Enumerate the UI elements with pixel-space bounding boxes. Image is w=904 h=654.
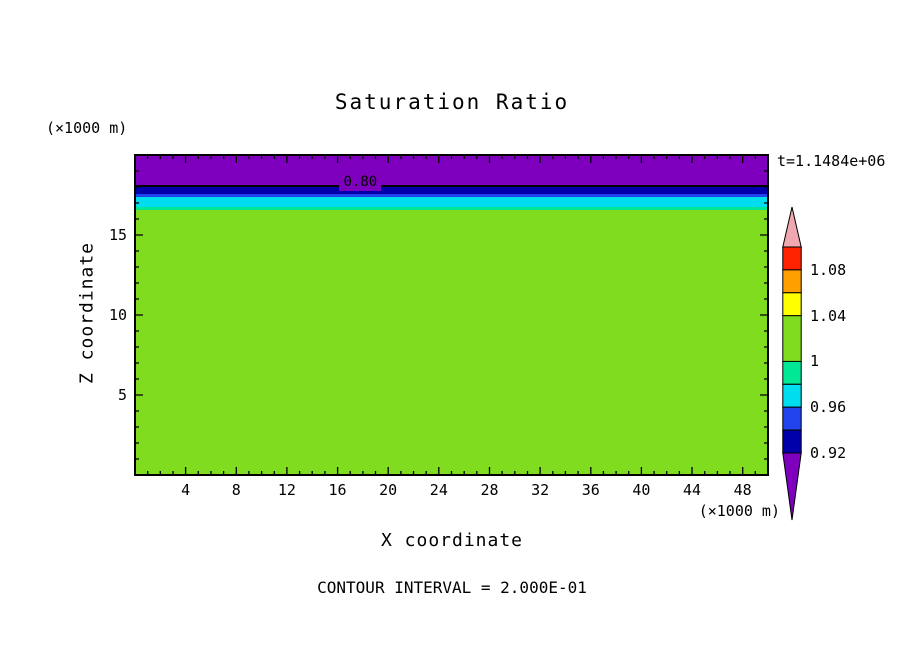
x-tick-label: 20	[379, 481, 398, 499]
x-tick-label: 12	[277, 481, 296, 499]
colorbar-segment	[782, 292, 802, 317]
x-tick-label: 44	[683, 481, 702, 499]
colorbar-tick-label: 1.04	[810, 306, 847, 325]
colorbar-segment	[782, 269, 802, 294]
x-tick-label: 16	[328, 481, 347, 499]
x-axis-title: X coordinate	[380, 530, 524, 551]
y-tick-label: 15	[108, 226, 127, 244]
contour-interval-label: CONTOUR INTERVAL = 2.000E-01	[317, 578, 587, 597]
colorbar-segment	[782, 383, 802, 408]
contour-line-label: 0.80	[339, 173, 382, 192]
colorbar-segment	[782, 429, 802, 454]
y-tick-label: 5	[117, 386, 127, 404]
plot-border	[134, 154, 769, 476]
x-tick-label: 8	[231, 481, 241, 499]
y-axis-units-label: (×1000 m)	[46, 119, 128, 137]
saturation-band	[135, 207, 768, 211]
saturation-band	[135, 155, 768, 187]
colorbar-tick-label: 1.08	[810, 260, 847, 279]
colorbar-tick-label: 0.92	[810, 444, 847, 462]
x-tick-label: 24	[429, 481, 448, 499]
colorbar-tick-label: 1	[810, 352, 820, 371]
x-tick-label: 28	[480, 481, 499, 499]
x-tick-label: 36	[581, 481, 600, 499]
colorbar-segment	[782, 315, 802, 362]
y-tick-label: 10	[108, 306, 127, 324]
colorbar-under-arrow	[782, 452, 802, 521]
x-tick-label: 48	[733, 481, 752, 499]
contour-line-0.80	[135, 185, 768, 188]
colorbar-segment	[782, 406, 802, 431]
x-axis-units-label: (×1000 m)	[698, 502, 780, 520]
saturation-band	[135, 194, 768, 198]
colorbar	[782, 206, 802, 521]
saturation-band	[135, 197, 768, 207]
saturation-band	[135, 210, 768, 475]
plot-area: 0.80	[135, 155, 768, 475]
colorbar-segment	[782, 360, 802, 385]
x-tick-label: 4	[181, 481, 191, 499]
colorbar-over-arrow	[782, 206, 802, 248]
axis-ticks	[135, 155, 768, 475]
x-tick-label: 32	[531, 481, 550, 499]
saturation-band	[135, 186, 768, 195]
plot-frame	[134, 154, 769, 476]
time-label: t=1.1484e+06	[777, 152, 886, 170]
colorbar-tick-label: 0.96	[810, 398, 847, 417]
page-title: Saturation Ratio	[334, 90, 570, 114]
colorbar-segment	[782, 246, 802, 271]
x-tick-label: 40	[632, 481, 651, 499]
